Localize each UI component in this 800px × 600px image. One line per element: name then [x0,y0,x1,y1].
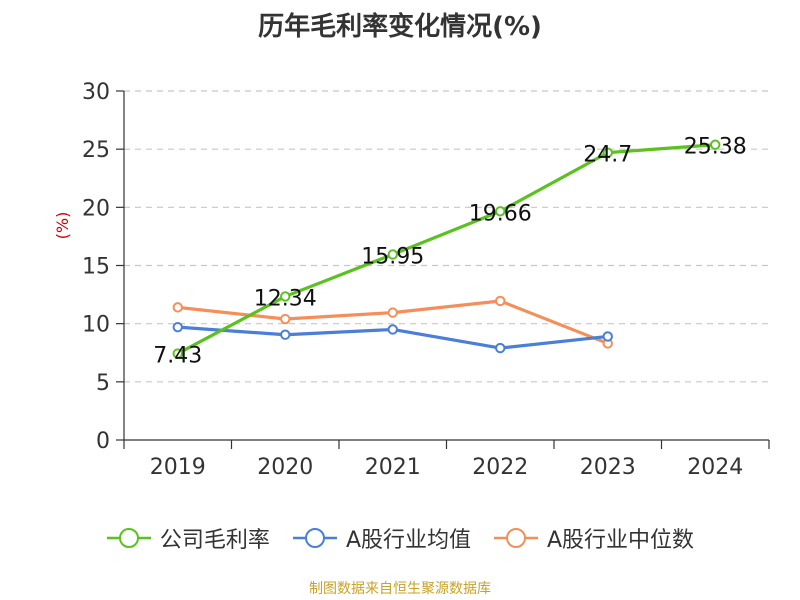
legend-swatch [292,528,337,548]
legend-label: 公司毛利率 [159,528,270,553]
x-tick-label: 2023 [580,455,636,480]
data-label: 15.95 [361,244,424,269]
chart-title: 历年毛利率变化情况(%) [258,12,542,42]
x-tick-label: 2024 [687,455,743,480]
data-label: 25.38 [684,135,747,160]
legend-item: A股行业中位数 [493,522,694,554]
y-tick-label: 30 [82,80,110,105]
data-point [495,206,506,217]
grid-layer [124,90,769,383]
data-point [280,329,291,340]
y-tick-label: 10 [82,313,110,338]
legend: 公司毛利率 A股行业均值 A股行业中位数 [0,522,800,554]
series-line [177,299,609,345]
data-point [387,249,398,260]
y-tick-label: 25 [82,138,110,163]
data-point [387,307,398,318]
axis-layer: 0 5 10 15 20 25 30 2019 2020 2021 2022 2023 2024 (%) [53,80,770,480]
data-point [710,139,721,150]
legend-label: A股行业中位数 [547,528,695,553]
x-tick-label: 2019 [150,455,206,480]
y-tick-label: 20 [82,196,110,221]
x-tick-label: 2020 [257,455,313,480]
series-line [176,143,716,355]
data-label: 19.66 [469,201,532,226]
label-layer: 7.43 12.34 15.95 19.66 24.7 25.38 [153,135,746,369]
x-tick-label: 2021 [365,455,421,480]
data-label: 12.34 [254,286,317,311]
data-point [495,295,506,307]
y-tick-label: 0 [96,429,110,454]
data-label: 24.7 [583,143,632,168]
data-point [280,291,291,302]
data-point [495,342,506,354]
data-point [602,147,613,158]
legend-label: A股行业均值 [345,528,471,553]
data-point [387,324,398,335]
y-axis-label: (%) [53,212,72,240]
legend-swatch [106,528,151,548]
data-point [172,302,183,313]
data-label: 7.43 [153,344,202,369]
data-point [172,348,183,359]
y-tick-label: 15 [82,255,110,280]
series-layer [172,139,721,359]
x-tick-label: 2022 [472,455,528,480]
data-point [172,321,183,333]
legend-swatch [494,528,538,548]
data-point [280,313,291,325]
legend-item: A股行业均值 [292,522,471,554]
y-tick-label: 5 [96,371,110,396]
source-note: 制图数据来自恒生聚源数据库 [309,581,491,597]
data-point [602,331,613,342]
legend-item: 公司毛利率 [106,522,270,554]
